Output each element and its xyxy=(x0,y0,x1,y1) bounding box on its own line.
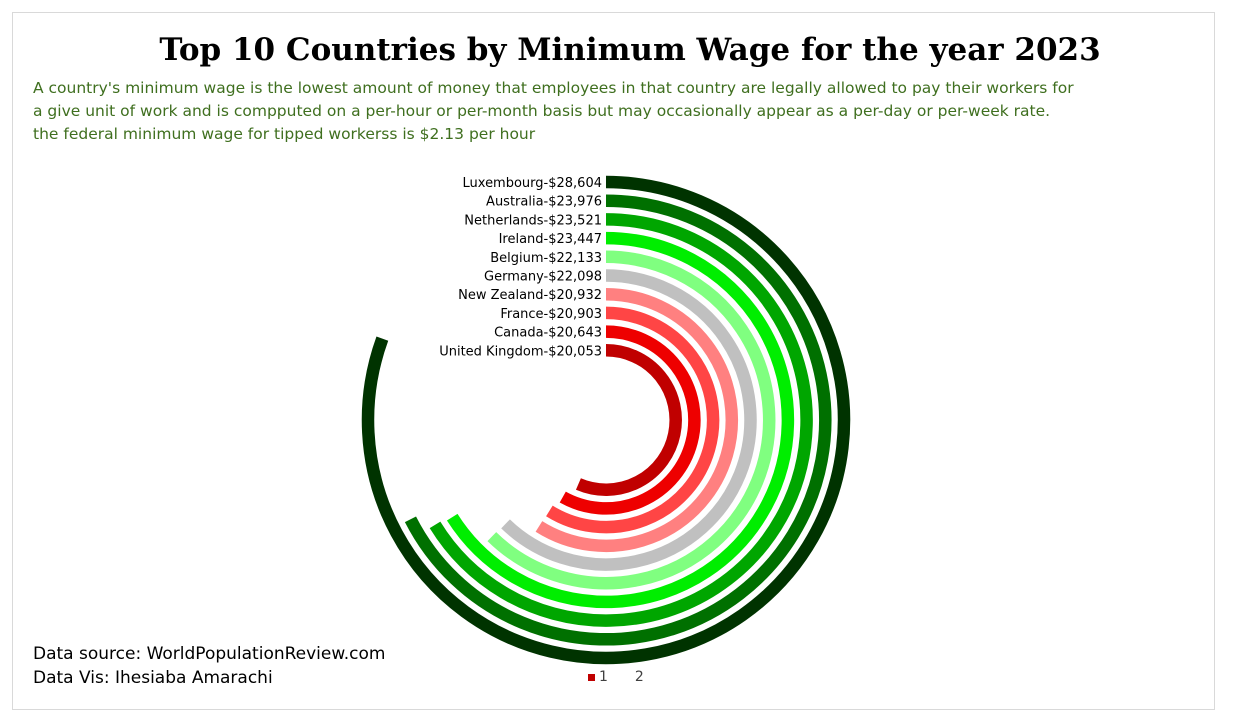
category-label: Germany-$22,098 xyxy=(484,270,602,285)
arc-bar-ireland xyxy=(446,231,795,609)
legend-label: 1 xyxy=(599,669,608,685)
category-label: France-$20,903 xyxy=(500,307,602,322)
arc-bar-netherlands xyxy=(429,213,813,627)
subtitle-line: a give unit of work and is compputed on … xyxy=(33,102,1051,120)
chart-frame xyxy=(12,12,1215,710)
category-label: Ireland-$23,447 xyxy=(499,232,602,247)
arc-bar-united-kingdom xyxy=(575,344,682,496)
arc-bar-belgium xyxy=(487,250,776,590)
data-vis-credit: Data Vis: Ihesiaba Amarachi xyxy=(33,668,273,688)
arc-bar-france xyxy=(546,306,720,534)
category-label: United Kingdom-$20,053 xyxy=(439,344,602,359)
chart-subtitle: A country's minimum wage is the lowest a… xyxy=(33,77,1193,146)
data-source-text: Data source: WorldPopulationReview.com xyxy=(33,644,386,664)
arc-bar-australia xyxy=(404,194,832,646)
legend-swatch xyxy=(623,673,631,681)
subtitle-line: the federal minimum wage for tipped work… xyxy=(33,125,536,143)
chart-title: Top 10 Countries by Minimum Wage for the… xyxy=(159,32,1101,68)
subtitle-line: A country's minimum wage is the lowest a… xyxy=(33,79,1074,97)
source-note: Data source: WorldPopulationReview.com D… xyxy=(33,642,385,690)
category-label: Australia-$23,976 xyxy=(486,195,602,210)
arc-bar-canada xyxy=(559,325,701,515)
category-label: New Zealand-$20,932 xyxy=(458,288,602,303)
category-label: Netherlands-$23,521 xyxy=(464,213,602,228)
arc-bar-luxembourg xyxy=(361,175,851,665)
legend-label: 2 xyxy=(634,669,644,685)
legend-item: 1 xyxy=(588,669,608,685)
legend-item: 2 xyxy=(623,669,644,685)
category-label: Luxembourg-$28,604 xyxy=(463,176,602,191)
category-label: Canada-$20,643 xyxy=(494,326,602,341)
category-label: Belgium-$22,133 xyxy=(490,251,602,266)
arc-bar-new-zealand xyxy=(535,287,739,552)
arc-bar-germany xyxy=(501,269,757,571)
legend-swatch xyxy=(588,673,595,681)
